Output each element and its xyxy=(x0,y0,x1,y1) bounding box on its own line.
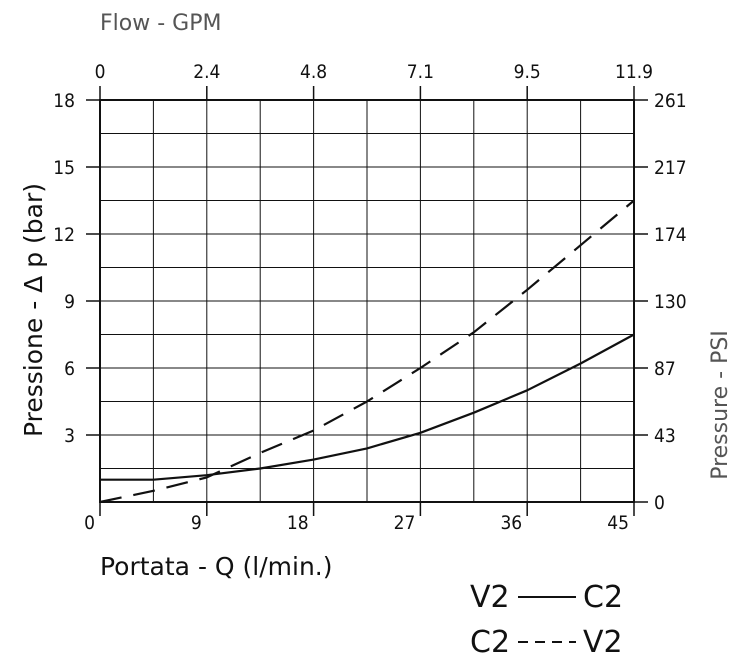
x2-tick-label: 4.8 xyxy=(300,61,327,83)
x-tick-label: 9 xyxy=(191,512,202,534)
y2-tick-label: 87 xyxy=(654,358,676,380)
x-tick-label: 27 xyxy=(394,512,416,534)
x-axis-title: Portata - Q (l/min.) xyxy=(100,552,333,581)
grid xyxy=(100,100,634,502)
y-tick-label: 15 xyxy=(53,157,75,179)
series-v2-c2-line xyxy=(100,333,635,481)
x2-tick-label: 0 xyxy=(95,61,106,83)
x-tick-label: 45 xyxy=(607,512,629,534)
y2-tick-label: 0 xyxy=(654,492,665,514)
y-tick-label: 18 xyxy=(53,90,75,112)
y2-tick-label: 217 xyxy=(654,157,687,179)
legend-v2c2-left: V2 xyxy=(470,580,510,615)
y2-tick-label: 43 xyxy=(654,425,676,447)
y-tick-label: 6 xyxy=(64,358,75,380)
plot-frame xyxy=(86,86,648,516)
y2-tick-label: 174 xyxy=(654,224,687,246)
x-tick-label: 36 xyxy=(500,512,522,534)
top-axis-title: Flow - GPM xyxy=(100,11,221,36)
series-group xyxy=(99,199,635,504)
legend: V2 C2 C2 V2 xyxy=(470,580,623,659)
series-c2-v2-line xyxy=(99,199,635,504)
y-tick-label: 3 xyxy=(64,425,75,447)
legend-v2c2-right: C2 xyxy=(583,580,623,615)
x2-tick-label: 11.9 xyxy=(615,61,653,83)
legend-c2v2-right: V2 xyxy=(583,625,623,659)
tick-labels: 0 9 18 27 36 450 2.4 4.8 7.1 9.5 11.93691215180438… xyxy=(53,61,686,534)
y-tick-label: 12 xyxy=(53,224,75,246)
y2-tick-label: 130 xyxy=(654,291,687,313)
x2-tick-label: 9.5 xyxy=(514,61,541,83)
x2-tick-label: 2.4 xyxy=(193,61,220,83)
legend-c2v2-left: C2 xyxy=(470,625,510,659)
x-tick-label: 18 xyxy=(287,512,309,534)
y2-tick-label: 261 xyxy=(654,90,687,112)
x-tick-label: 0 xyxy=(84,512,95,534)
y-axis-title: Pressione - Δ p (bar) xyxy=(19,183,48,437)
right-axis-title: Pressure - PSI xyxy=(708,330,733,480)
x2-tick-label: 7.1 xyxy=(407,61,434,83)
y-tick-label: 9 xyxy=(64,291,75,313)
